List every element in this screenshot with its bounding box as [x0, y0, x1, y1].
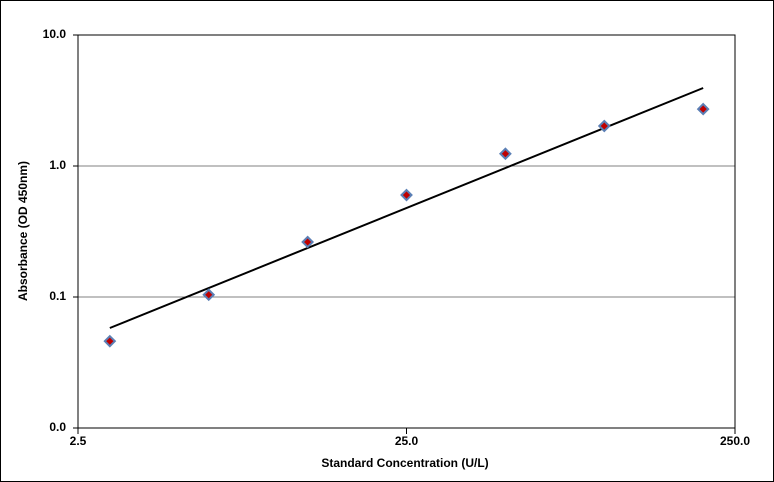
plot-area: [77, 34, 736, 429]
y-tick-label: 0.0: [49, 420, 66, 434]
marker: [400, 188, 413, 202]
y-tick-label: 0.1: [49, 289, 66, 303]
x-tick-label: 2.5: [70, 434, 87, 448]
x-tick-label: 25.0: [395, 434, 419, 448]
marker: [498, 147, 512, 161]
y-tick-label: 1.0: [49, 158, 66, 172]
marker: [301, 235, 315, 249]
y-axis-label: Absorbance (OD 450nm): [16, 161, 30, 301]
x-tick-label: 250.0: [720, 434, 750, 448]
y-tick-label: 10.0: [43, 27, 67, 41]
marker: [597, 119, 611, 133]
marker: [103, 334, 117, 348]
x-axis-label: Standard Concentration (U/L): [321, 456, 488, 470]
marker: [202, 288, 216, 302]
marker: [696, 102, 710, 116]
